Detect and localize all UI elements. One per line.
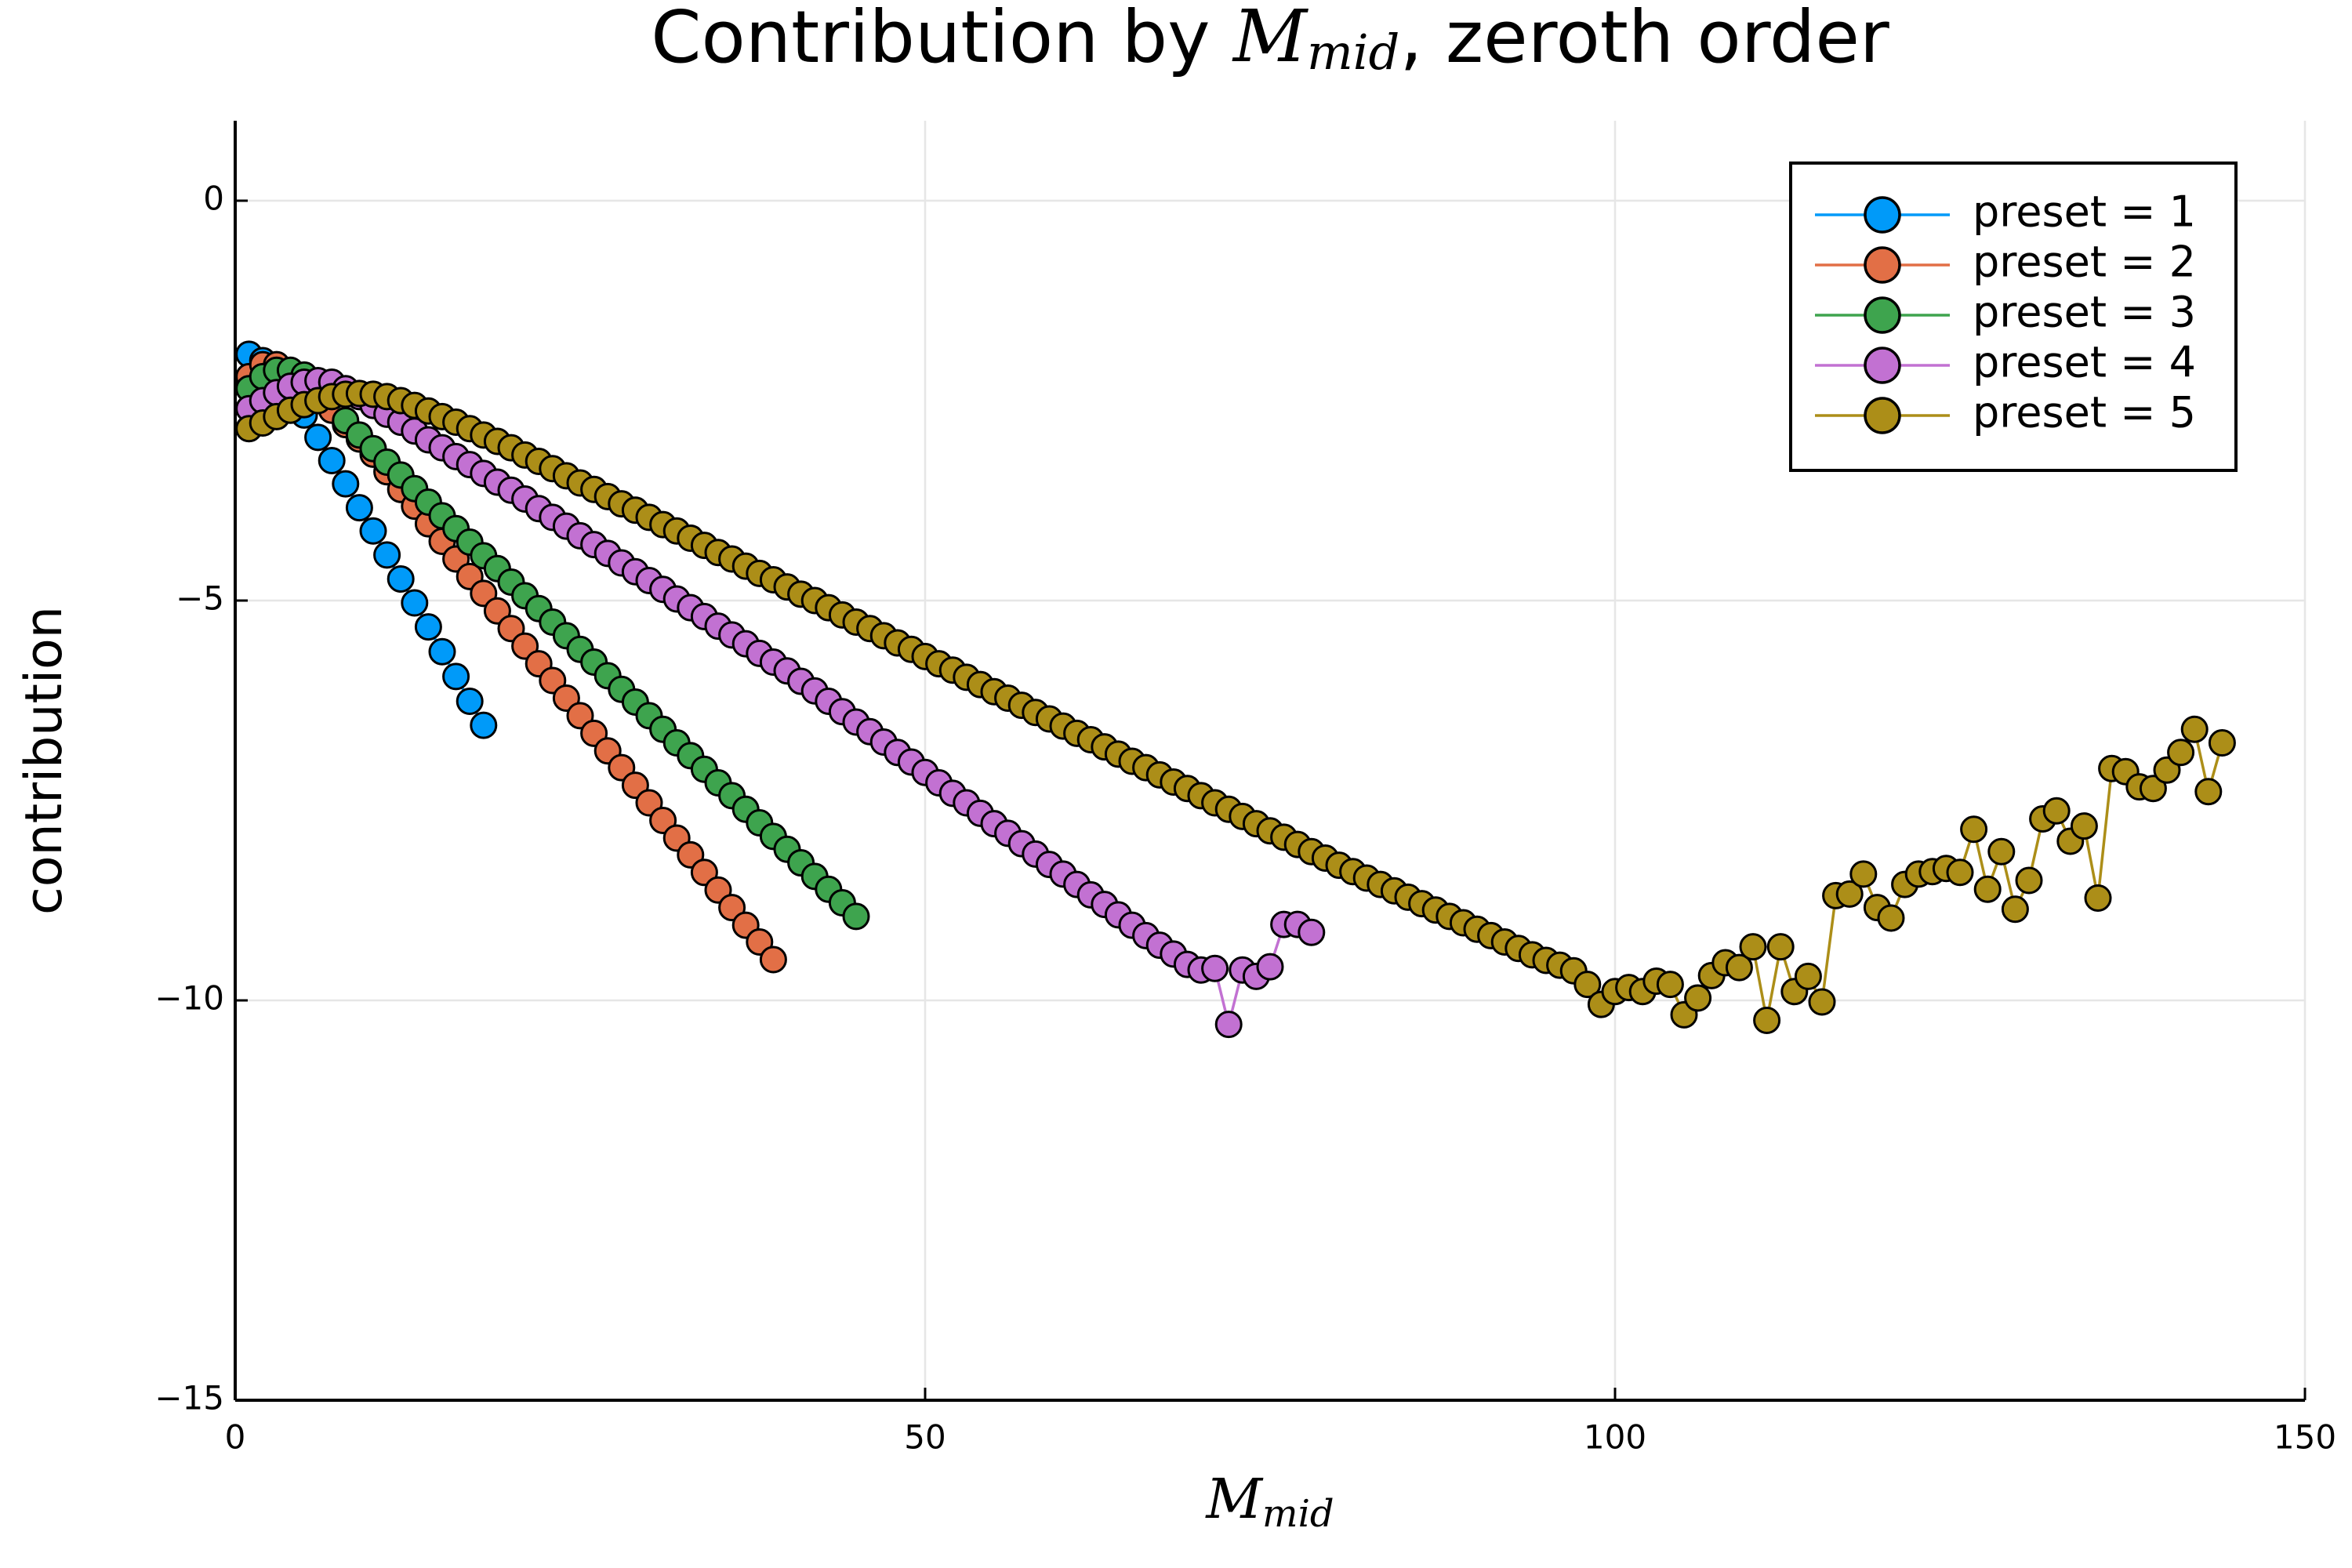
series (235, 379, 2236, 1034)
marker (359, 517, 387, 545)
legend-label: preset = 1 (1973, 187, 2196, 237)
title-prefix: Contribution by (651, 0, 1233, 79)
x-axis-label: Mmid (1204, 1467, 1334, 1536)
marker (414, 613, 442, 641)
marker (470, 711, 498, 739)
marker (304, 423, 332, 452)
series (235, 367, 1326, 1039)
y-tick-label: 0 (203, 180, 224, 218)
marker (2208, 729, 2236, 757)
chart-title: Contribution by Mmid, zeroth order (651, 0, 1889, 81)
marker (2194, 778, 2223, 806)
legend-label: preset = 4 (1973, 338, 2196, 387)
x-tick-label: 0 (225, 1418, 246, 1457)
title-subscript: mid (1307, 24, 1399, 81)
legend-label: preset = 5 (1973, 388, 2196, 437)
marker (1987, 837, 2016, 866)
legend-label: preset = 3 (1973, 288, 2196, 337)
legend-marker (1864, 296, 1901, 334)
marker (2180, 715, 2209, 743)
x-label-subscript: mid (1262, 1492, 1334, 1536)
marker (373, 541, 401, 569)
legend-marker (1864, 246, 1901, 284)
marker (2070, 812, 2098, 840)
y-axis-label: contribution (15, 606, 74, 915)
marker (332, 470, 360, 498)
title-symbol: M (1232, 0, 1309, 78)
x-tick-label: 100 (1584, 1418, 1646, 1457)
marker (1753, 1007, 1781, 1034)
x-tick-label: 150 (2274, 1418, 2336, 1457)
y-tick-label: −10 (154, 979, 224, 1018)
marker (387, 564, 415, 593)
marker (1739, 933, 1767, 961)
marker (1656, 971, 1684, 999)
y-tick-label: −5 (176, 579, 224, 618)
marker (2001, 895, 2029, 924)
legend-marker (1864, 347, 1901, 384)
marker (2042, 797, 2071, 825)
marker (1684, 984, 1712, 1012)
y-tick-label: −15 (154, 1379, 224, 1417)
marker (1849, 860, 1878, 888)
marker (1877, 904, 1905, 932)
marker (318, 447, 346, 474)
title-suffix: , zeroth order (1399, 0, 1889, 79)
marker (1201, 954, 1229, 982)
legend-label: preset = 2 (1973, 238, 2196, 287)
marker (1725, 953, 1753, 982)
marker (1794, 962, 1822, 990)
marker (2084, 884, 2112, 912)
marker (442, 662, 470, 691)
legend-marker (1864, 397, 1901, 434)
marker (345, 494, 373, 522)
marker (401, 589, 429, 617)
marker (456, 688, 484, 716)
marker (2167, 739, 2195, 767)
marker (2015, 866, 2043, 895)
marker (1298, 918, 1326, 946)
marker (1573, 971, 1602, 999)
legend-marker (1864, 196, 1901, 234)
marker (1960, 815, 1988, 844)
marker (1835, 880, 1864, 908)
marker (759, 946, 787, 974)
x-label-symbol: M (1204, 1467, 1264, 1531)
marker (1766, 933, 1795, 961)
marker (2139, 775, 2167, 803)
marker (1946, 858, 1974, 887)
marker (1214, 1011, 1243, 1039)
marker (428, 637, 456, 666)
marker (842, 902, 870, 931)
marker (1256, 953, 1284, 981)
x-tick-label: 50 (904, 1418, 946, 1457)
marker (1973, 875, 2002, 903)
marker (1808, 988, 1836, 1016)
